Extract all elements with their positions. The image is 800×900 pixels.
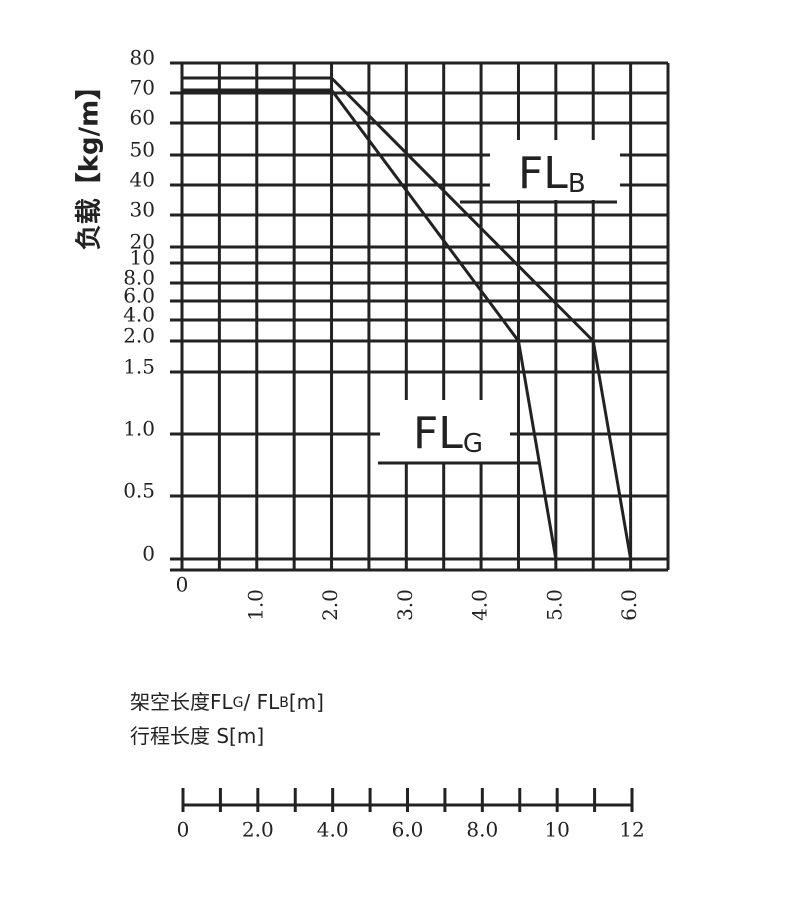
series-subscript: B [568,169,586,199]
s-tick-label: 4.0 [317,818,349,842]
y-tick-label: 2.0 [123,324,155,348]
series-label: FLB [518,148,586,199]
x-tick-label: 3.0 [393,589,417,621]
s-tick-label: 10 [544,818,569,842]
s-tick-label: 12 [619,818,644,842]
series-line [182,88,558,560]
subscript: B [279,695,289,711]
y-tick-label: 0 [142,542,155,566]
y-tick-label: 4.0 [123,303,155,327]
y-tick-label: 6.0 [123,284,155,308]
y-tick-label: 0.5 [123,479,155,503]
s-tick-label: 2.0 [242,818,274,842]
x-tick-label: 2.0 [318,589,342,621]
title-part: [m] [289,690,324,714]
series-label: FLG [413,408,483,459]
label-background [380,400,510,462]
series-line [182,76,633,560]
y-tick-label: 8.0 [123,266,155,290]
x-tick-label: 5.0 [542,589,566,621]
y-tick-label: 70 [130,76,155,100]
y-tick-label: 50 [130,138,155,162]
y-tick-label: 1.0 [123,417,155,441]
title-part: 行程长度 S[m] [130,724,264,748]
y-tick-label: 30 [130,198,155,222]
title-part: / FL [244,690,281,714]
y-axis-title: 负载【kg/m】 [75,74,105,251]
y-tick-label: 10 [130,246,155,270]
y-tick-label: 1.5 [123,355,155,379]
s-tick-label: 0 [177,818,190,842]
title-part: 架空长度FL [130,690,234,714]
x-tick-label: 0 [176,573,189,597]
x-tick-label: 1.0 [243,589,267,621]
series-name: FL [518,148,568,199]
s-tick-label: 6.0 [392,818,424,842]
subscript: G [233,695,244,711]
x-axis-title: 行程长度 S[m] [130,724,264,748]
x-tick-label: 6.0 [617,589,641,621]
y-tick-label: 40 [130,168,155,192]
y-tick-label: 20 [130,230,155,254]
x-tick-label: 4.0 [468,589,492,621]
y-tick-label: 80 [130,46,155,70]
series-name: FL [413,408,463,459]
x-axis-title: 架空长度FLG/ FLB[m] [130,690,324,714]
y-tick-label: 60 [130,106,155,130]
series-subscript: G [463,429,483,459]
s-tick-label: 8.0 [466,818,498,842]
label-background [490,140,620,200]
